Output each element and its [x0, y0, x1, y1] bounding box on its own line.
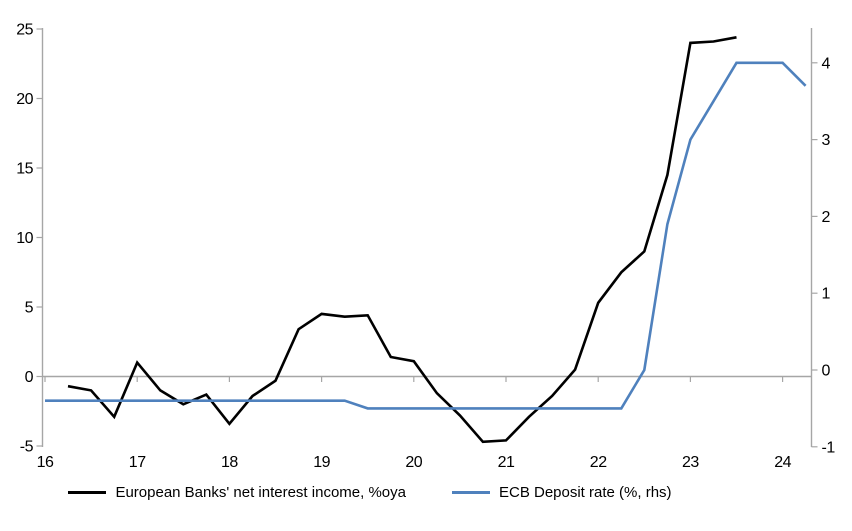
legend-line-swatch-blue [451, 491, 490, 494]
right-y-axis-tick-label: 2 [822, 209, 831, 226]
legend-label-ecb-deposit-rate: ECB Deposit rate (%, rhs) [498, 484, 672, 501]
left-y-axis-tick-label: 20 [16, 91, 33, 108]
right-y-axis-tick-label: 1 [822, 286, 831, 303]
x-axis-tick-label: 17 [129, 454, 146, 471]
x-axis-tick-label: 16 [37, 454, 54, 471]
x-axis-tick-label: 22 [590, 454, 607, 471]
legend-item-ecb-deposit-rate: ECB Deposit rate (%, rhs) [451, 484, 672, 501]
left-y-axis-tick-label: -5 [20, 439, 34, 456]
right-y-axis-tick-label: 3 [822, 132, 831, 149]
x-axis-tick-label: 24 [774, 454, 791, 471]
left-y-axis-tick-label: 15 [16, 161, 33, 178]
chart-page: 16 17 18 19 20 21 22 23 24 25 20 15 10 5 0 -5 4 3 2 1 0 -1 Eu… [0, 22, 836, 502]
legend-label-net-interest-income: European Banks' net interest income, %oy… [115, 484, 406, 501]
left-y-axis-tick-label: 0 [25, 369, 34, 386]
right-y-axis-tick-label: 4 [822, 55, 831, 72]
x-axis-tick-label: 20 [405, 454, 422, 471]
series-line-ecb-deposit-rate [45, 61, 807, 410]
right-y-axis-tick-label: 0 [822, 363, 831, 380]
right-y-axis-tick-label: -1 [822, 439, 836, 456]
x-axis-tick-label: 18 [221, 454, 238, 471]
chart-legend: European Banks' net interest income, %oy… [0, 484, 796, 501]
left-y-axis-tick-label: 5 [25, 300, 34, 317]
x-axis-tick-label: 21 [498, 454, 515, 471]
left-y-axis-tick-label: 25 [16, 22, 33, 39]
x-axis-tick-label: 19 [313, 454, 330, 471]
legend-line-swatch-black [68, 491, 107, 494]
legend-item-net-interest-income: European Banks' net interest income, %oy… [68, 484, 406, 501]
left-y-axis-tick-label: 10 [16, 230, 33, 247]
x-axis-tick-label: 23 [682, 454, 699, 471]
